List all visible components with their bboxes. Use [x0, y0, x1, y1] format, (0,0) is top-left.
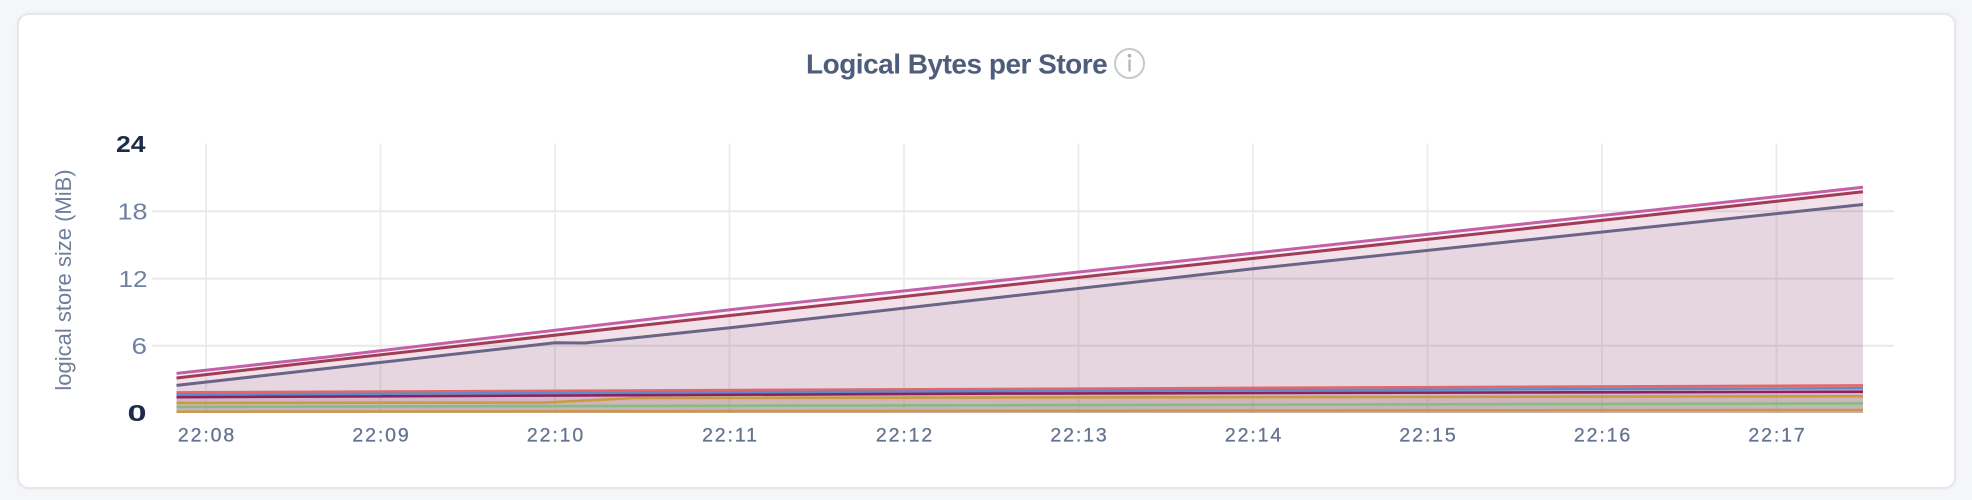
svg-text:22:13: 22:13 — [1050, 425, 1108, 447]
svg-text:0: 0 — [128, 400, 147, 426]
svg-text:22:08: 22:08 — [178, 425, 236, 447]
svg-text:12: 12 — [119, 266, 148, 292]
svg-text:22:16: 22:16 — [1574, 425, 1632, 447]
svg-text:22:12: 22:12 — [876, 425, 934, 447]
svg-text:22:14: 22:14 — [1225, 425, 1283, 447]
svg-text:22:17: 22:17 — [1748, 425, 1806, 447]
svg-text:18: 18 — [118, 199, 148, 225]
svg-text:22:15: 22:15 — [1399, 425, 1457, 447]
svg-text:22:10: 22:10 — [527, 425, 585, 447]
svg-text:Logical Bytes per Store: Logical Bytes per Store — [806, 49, 1107, 80]
svg-text:22:11: 22:11 — [702, 425, 759, 447]
svg-text:logical store size (MiB): logical store size (MiB) — [51, 169, 76, 390]
svg-text:24: 24 — [116, 131, 146, 157]
svg-text:22:09: 22:09 — [352, 425, 410, 447]
svg-text:6: 6 — [132, 333, 148, 359]
